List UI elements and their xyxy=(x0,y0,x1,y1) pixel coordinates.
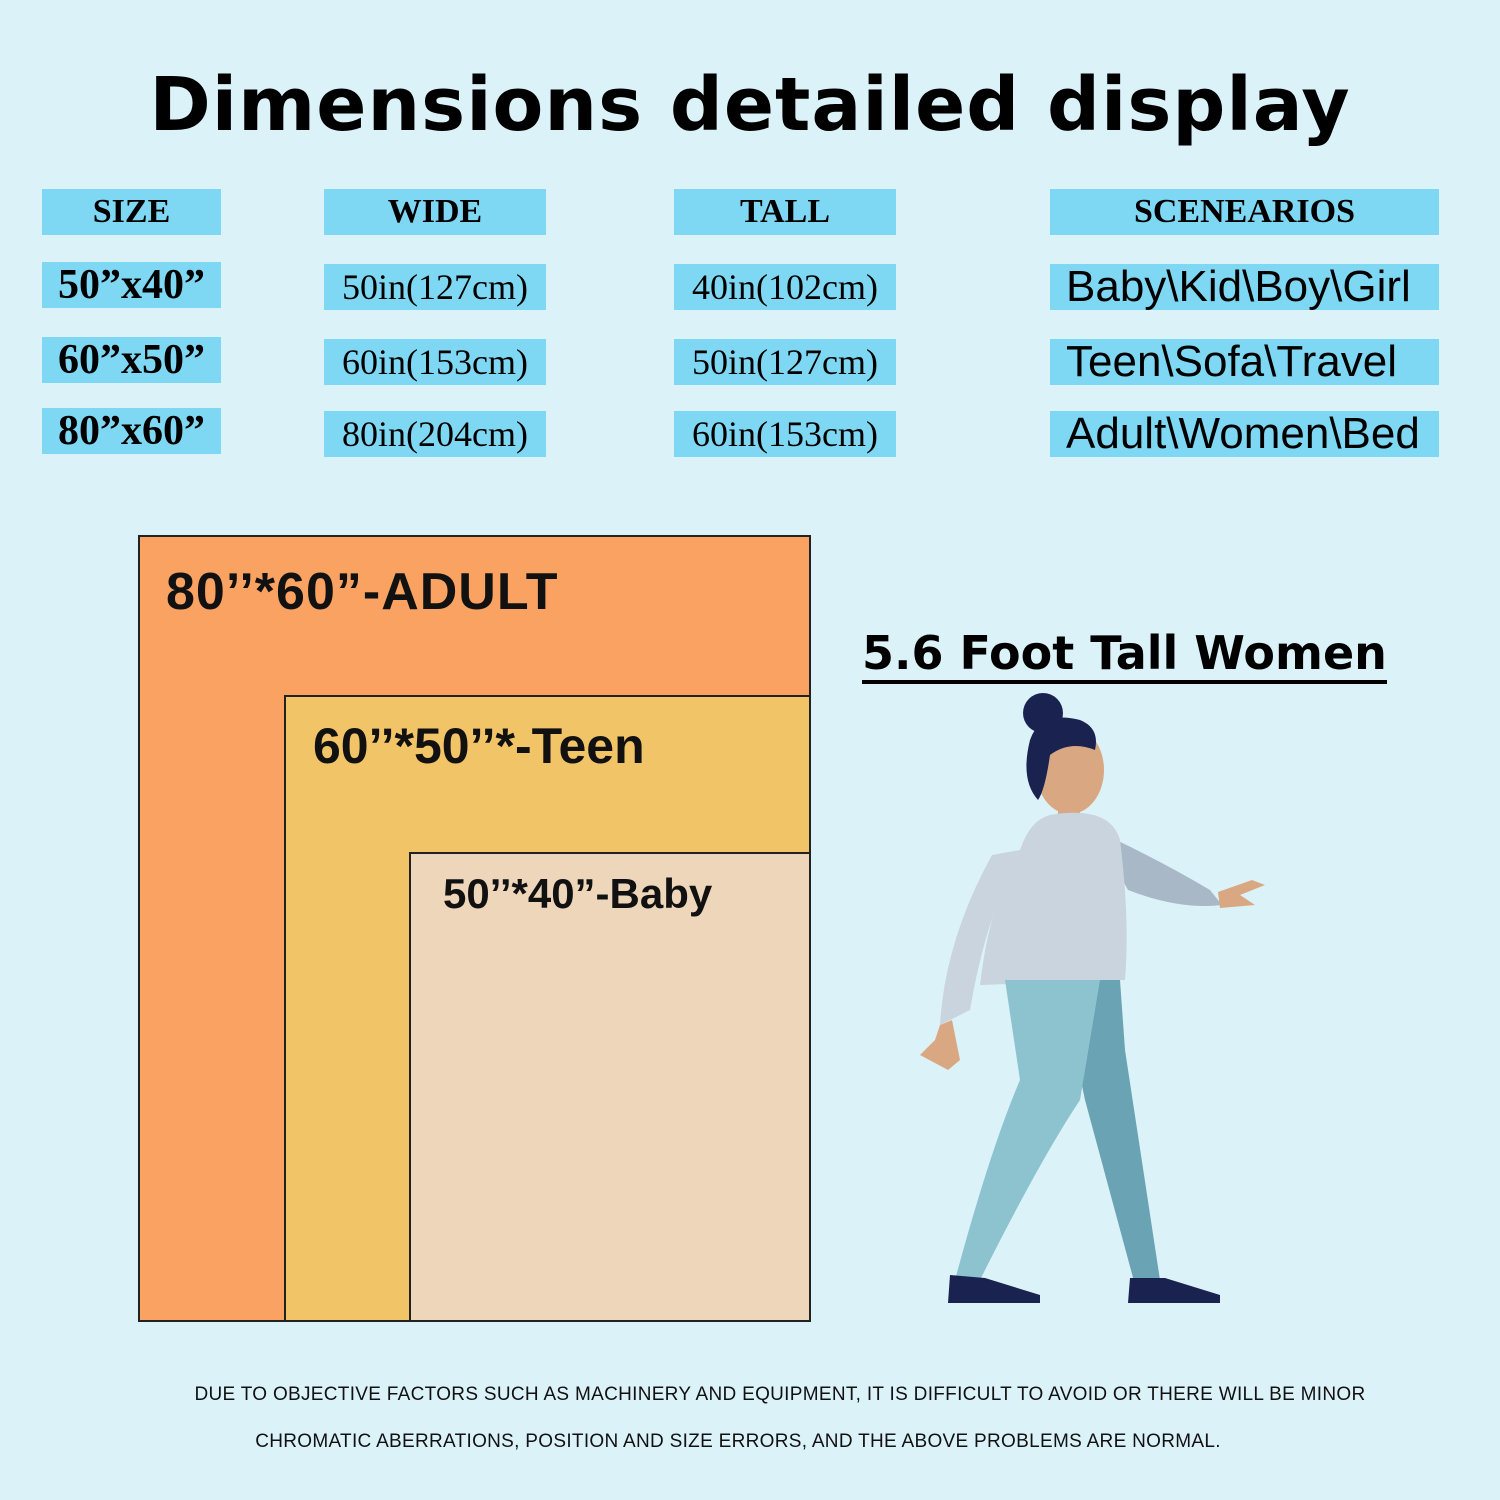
disclaimer-line-1: DUE TO OBJECTIVE FACTORS SUCH AS MACHINE… xyxy=(194,1384,1366,1405)
size-cell: 60”x50” xyxy=(42,337,221,383)
disclaimer-line-2: CHROMATIC ABERRATIONS, POSITION AND SIZE… xyxy=(255,1431,1221,1452)
tall-cell: 60in(153cm) xyxy=(674,411,896,457)
scenarios-cell: Teen\Sofa\Travel xyxy=(1050,337,1439,386)
woman-caption: 5.6 Foot Tall Women xyxy=(862,626,1387,684)
header-wide: WIDE xyxy=(324,189,546,235)
teen-size-label: 60’’*50’’*-Teen xyxy=(313,718,645,774)
scenarios-cell: Adult\Women\Bed xyxy=(1050,409,1439,458)
header-size: SIZE xyxy=(42,189,221,235)
walking-woman-icon xyxy=(920,693,1265,1303)
tall-cell: 50in(127cm) xyxy=(674,339,896,385)
scenarios-cell: Baby\Kid\Boy\Girl xyxy=(1050,262,1439,311)
size-cell: 80”x60” xyxy=(42,408,221,454)
page-title: Dimensions detailed display xyxy=(149,62,1351,148)
wide-cell: 60in(153cm) xyxy=(324,339,546,385)
wide-cell: 50in(127cm) xyxy=(324,264,546,310)
baby-size-rect xyxy=(409,852,811,1322)
wide-cell: 80in(204cm) xyxy=(324,411,546,457)
header-tall: TALL xyxy=(674,189,896,235)
tall-cell: 40in(102cm) xyxy=(674,264,896,310)
baby-size-label: 50’’*40”-Baby xyxy=(443,870,713,917)
size-cell: 50”x40” xyxy=(42,262,221,308)
header-scenarios: SCENEARIOS xyxy=(1050,189,1439,235)
adult-size-label: 80’’*60”-ADULT xyxy=(166,563,559,621)
